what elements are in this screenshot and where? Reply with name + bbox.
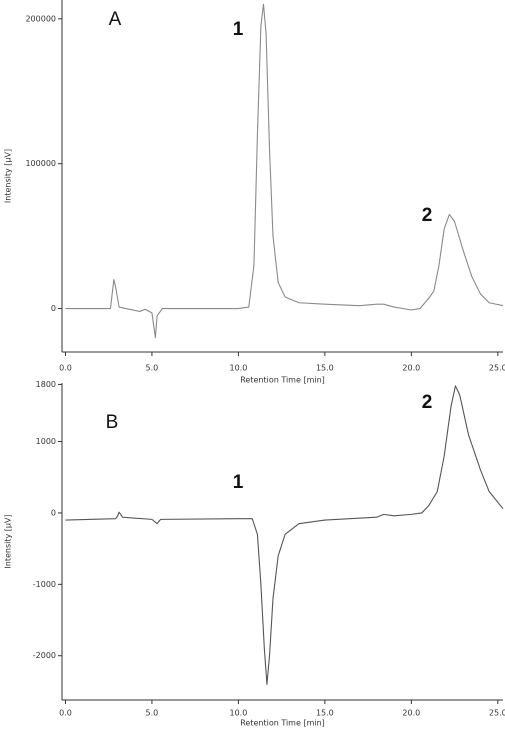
x-tick-label: 5.0 <box>146 364 159 373</box>
x-tick-label: 25.0 <box>489 364 505 373</box>
chromatogram-line <box>65 3 504 339</box>
x-axis-label: Retention Time [min] <box>240 719 325 728</box>
y-axis-label: Intensity [µV] <box>4 149 13 203</box>
y-axis-label: Intensity [µV] <box>4 514 13 568</box>
x-axis-label: Retention Time [min] <box>240 376 325 385</box>
x-tick-label: 15.0 <box>316 364 334 373</box>
x-tick-label: 20.0 <box>402 709 420 718</box>
chart-panel: 0 100000 200000 0.0 5.0 10.0 15.0 20.0 25.0 Reten… <box>4 0 505 385</box>
peak-label: 2 <box>422 205 433 226</box>
x-tick-label: 15.0 <box>316 709 334 718</box>
chromatogram-line <box>65 385 504 685</box>
x-tick-label: 10.0 <box>229 364 247 373</box>
panel-label: B <box>106 412 119 433</box>
y-tick-label: 100000 <box>25 159 56 168</box>
y-tick-label: -2000 <box>33 651 56 660</box>
peak-label: 1 <box>233 472 244 493</box>
x-tick-label: 0.0 <box>59 364 72 373</box>
y-tick-label: 0 <box>51 508 56 517</box>
x-tick-label: 20.0 <box>402 364 420 373</box>
y-tick-label: 1000 <box>36 437 56 446</box>
y-tick-label: 0 <box>51 304 56 313</box>
panel-label: A <box>109 9 122 30</box>
x-tick-label: 25.0 <box>489 709 505 718</box>
y-tick-label: 1800 <box>36 380 56 389</box>
y-tick-label: -1000 <box>33 580 56 589</box>
x-tick-label: 10.0 <box>229 709 247 718</box>
peak-label: 1 <box>233 19 244 40</box>
peak-label: 2 <box>422 392 433 413</box>
x-tick-label: 0.0 <box>59 709 72 718</box>
x-tick-label: 5.0 <box>146 709 159 718</box>
chart-panel: -2000 -1000 0 1000 1800 0.0 5.0 10.0 15.0 20.0 25.… <box>4 380 505 728</box>
y-tick-label: 200000 <box>25 14 56 23</box>
